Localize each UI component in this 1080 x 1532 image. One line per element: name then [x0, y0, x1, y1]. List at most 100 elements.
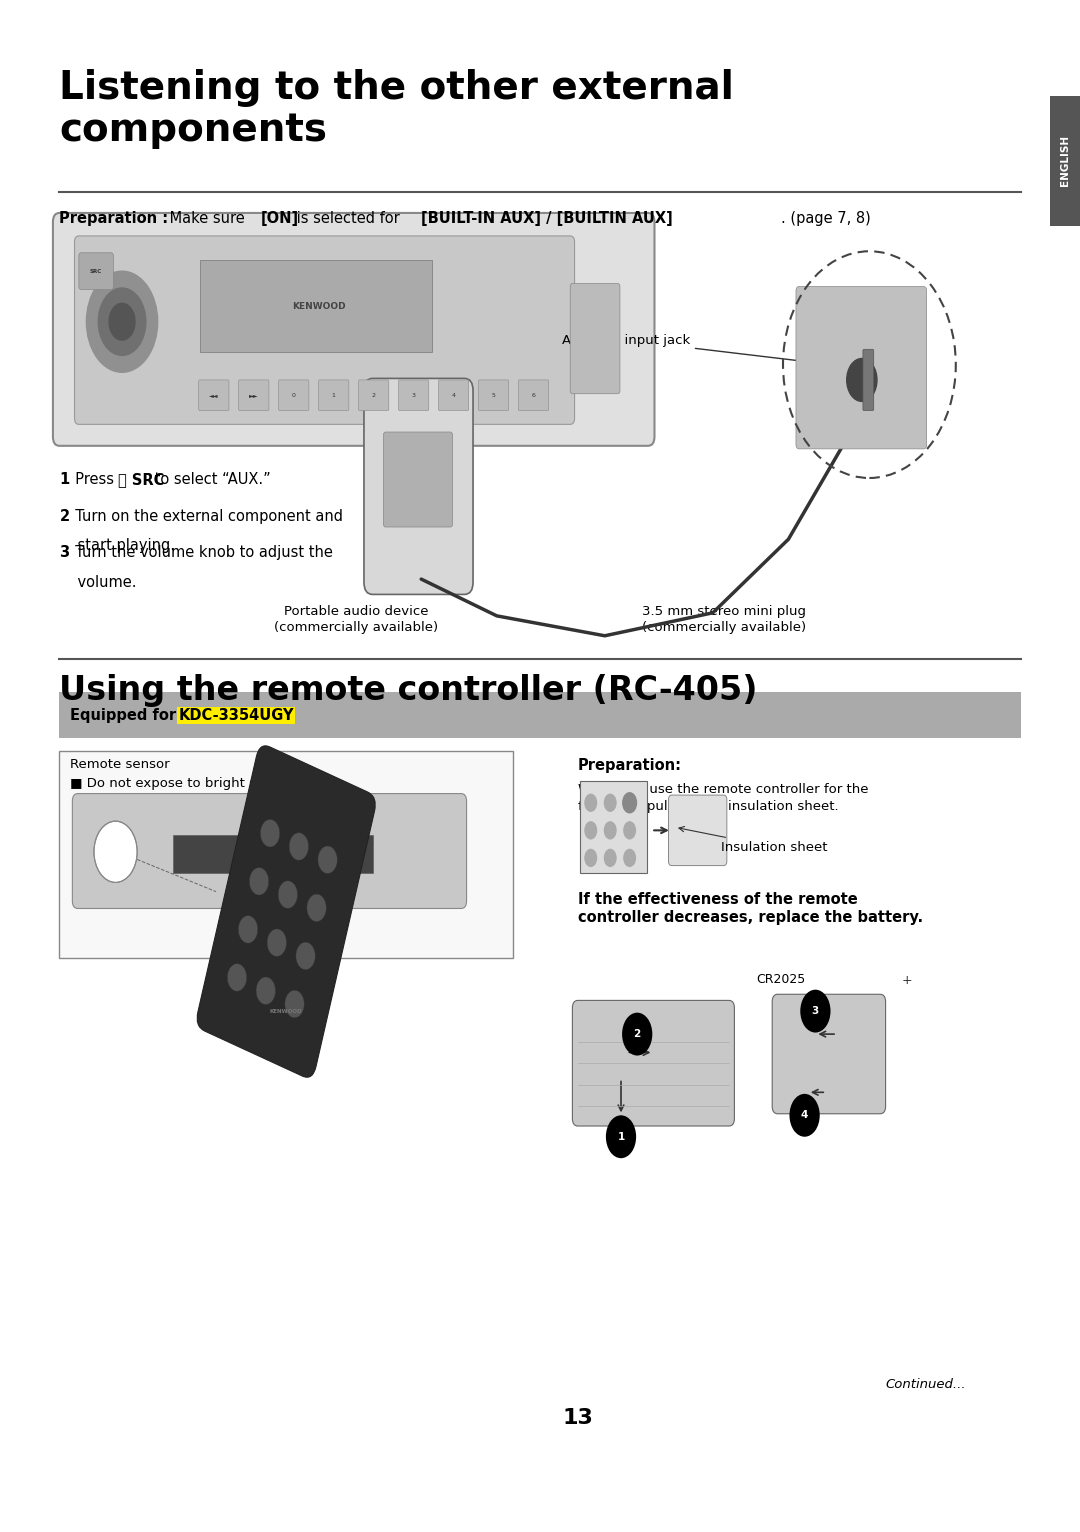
FancyBboxPatch shape	[59, 751, 513, 958]
Circle shape	[109, 303, 135, 340]
Text: is selected for: is selected for	[292, 211, 404, 227]
Text: Continued...: Continued...	[886, 1379, 967, 1391]
Text: 3: 3	[812, 1007, 819, 1016]
Circle shape	[267, 928, 286, 956]
Text: When you use the remote controller for the
first time, pull out the insulation s: When you use the remote controller for t…	[578, 783, 868, 813]
Text: 1: 1	[332, 392, 336, 398]
FancyBboxPatch shape	[399, 380, 429, 411]
Circle shape	[604, 849, 617, 867]
FancyBboxPatch shape	[438, 380, 469, 411]
FancyBboxPatch shape	[570, 283, 620, 394]
Text: 2: 2	[634, 1030, 640, 1039]
Text: KDC-3354UGY: KDC-3354UGY	[178, 708, 294, 723]
Circle shape	[604, 821, 617, 840]
FancyBboxPatch shape	[863, 349, 874, 411]
Text: . (page 7, 8): . (page 7, 8)	[781, 211, 870, 227]
FancyBboxPatch shape	[1050, 97, 1080, 225]
FancyBboxPatch shape	[279, 380, 309, 411]
Text: Press: Press	[66, 472, 119, 487]
Circle shape	[239, 916, 258, 944]
Text: ◄◄: ◄◄	[210, 392, 218, 398]
Text: 4: 4	[451, 392, 456, 398]
Text: ►►: ►►	[249, 392, 258, 398]
Text: ENGLISH: ENGLISH	[1059, 135, 1070, 187]
FancyBboxPatch shape	[199, 380, 229, 411]
Text: KENWOOD: KENWOOD	[292, 302, 346, 311]
Text: 0: 0	[292, 392, 296, 398]
FancyBboxPatch shape	[572, 1000, 734, 1126]
Circle shape	[318, 846, 337, 873]
Text: KENWOOD: KENWOOD	[270, 1008, 302, 1014]
Text: CR2025: CR2025	[756, 973, 806, 985]
Text: volume.: volume.	[59, 574, 137, 590]
Text: 2: 2	[372, 392, 376, 398]
FancyBboxPatch shape	[200, 260, 432, 352]
Text: 6: 6	[531, 392, 536, 398]
Circle shape	[623, 794, 636, 812]
FancyBboxPatch shape	[198, 746, 375, 1077]
FancyBboxPatch shape	[173, 835, 373, 873]
FancyBboxPatch shape	[79, 253, 113, 290]
Text: Insulation sheet: Insulation sheet	[679, 826, 828, 853]
Circle shape	[307, 895, 326, 922]
Text: to select “AUX.”: to select “AUX.”	[150, 472, 271, 487]
FancyBboxPatch shape	[478, 380, 509, 411]
FancyBboxPatch shape	[669, 795, 727, 866]
FancyBboxPatch shape	[239, 380, 269, 411]
FancyBboxPatch shape	[796, 286, 927, 449]
Text: SRC: SRC	[90, 268, 103, 274]
Text: 2: 2	[59, 509, 69, 524]
Text: Remote sensor: Remote sensor	[70, 758, 170, 771]
Text: Portable audio device
(commercially available): Portable audio device (commercially avai…	[274, 605, 438, 634]
Text: 1: 1	[618, 1132, 624, 1141]
Circle shape	[278, 881, 297, 908]
Circle shape	[800, 990, 831, 1033]
Text: [BUILT-IN AUX] / [BUILTIN AUX]: [BUILT-IN AUX] / [BUILTIN AUX]	[421, 211, 673, 227]
Circle shape	[789, 1094, 820, 1137]
Text: 1: 1	[59, 472, 69, 487]
FancyBboxPatch shape	[59, 692, 1021, 738]
FancyBboxPatch shape	[72, 794, 467, 908]
Text: 4: 4	[801, 1111, 808, 1120]
Text: Equipped for: Equipped for	[70, 708, 181, 723]
Text: If the effectiveness of the remote
controller decreases, replace the battery.: If the effectiveness of the remote contr…	[578, 892, 923, 925]
FancyBboxPatch shape	[359, 380, 389, 411]
Circle shape	[623, 821, 636, 840]
FancyBboxPatch shape	[383, 432, 453, 527]
Circle shape	[623, 849, 636, 867]
Circle shape	[584, 794, 597, 812]
Circle shape	[86, 271, 158, 372]
Text: Auxiliary input jack: Auxiliary input jack	[562, 334, 827, 366]
Text: Make sure: Make sure	[165, 211, 249, 227]
Circle shape	[622, 792, 637, 813]
Text: Turn on the external component and: Turn on the external component and	[66, 509, 342, 524]
Text: +: +	[902, 974, 913, 987]
FancyBboxPatch shape	[772, 994, 886, 1114]
Text: 3: 3	[59, 545, 69, 561]
FancyBboxPatch shape	[518, 380, 549, 411]
FancyBboxPatch shape	[319, 380, 349, 411]
Circle shape	[296, 942, 315, 970]
Text: 13: 13	[563, 1408, 593, 1428]
FancyBboxPatch shape	[75, 236, 575, 424]
Text: start playing.: start playing.	[59, 538, 175, 553]
Text: Turn the volume knob to adjust the: Turn the volume knob to adjust the	[66, 545, 333, 561]
Text: 3: 3	[411, 392, 416, 398]
Circle shape	[94, 821, 137, 882]
Text: [ON]: [ON]	[260, 211, 298, 227]
Circle shape	[847, 358, 877, 401]
Text: Preparation :: Preparation :	[59, 211, 168, 227]
FancyBboxPatch shape	[53, 213, 654, 446]
Circle shape	[227, 964, 246, 991]
Circle shape	[289, 833, 309, 861]
Circle shape	[584, 849, 597, 867]
Text: Using the remote controller (RC-405): Using the remote controller (RC-405)	[59, 674, 758, 708]
Circle shape	[622, 1013, 652, 1056]
Circle shape	[285, 990, 305, 1017]
Circle shape	[604, 794, 617, 812]
Circle shape	[584, 821, 597, 840]
Text: 5: 5	[491, 392, 496, 398]
Text: ■ Do not expose to bright sunlight.: ■ Do not expose to bright sunlight.	[70, 777, 307, 789]
Circle shape	[249, 867, 269, 895]
FancyBboxPatch shape	[580, 781, 647, 873]
